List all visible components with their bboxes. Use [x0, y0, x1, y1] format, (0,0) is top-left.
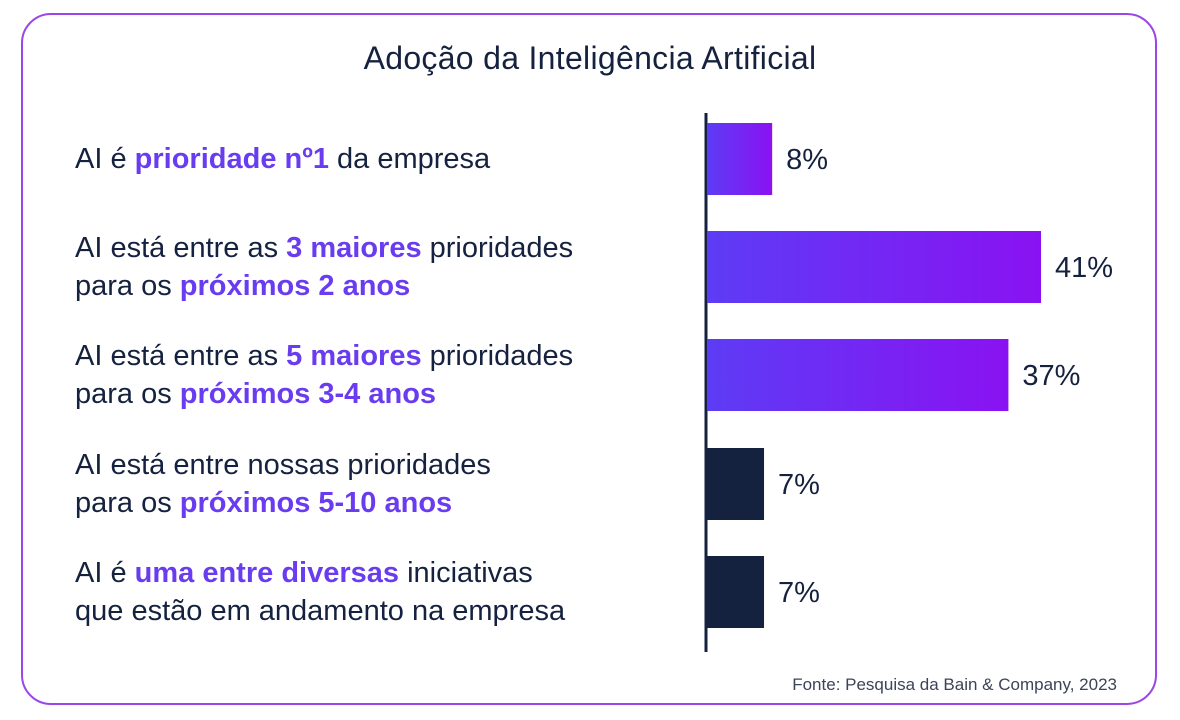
bar [707, 448, 765, 520]
label-text: iniciativas [399, 557, 533, 589]
bar [707, 339, 1009, 411]
highlight-text: próximos 2 anos [179, 270, 411, 302]
label-text: para os [75, 378, 180, 410]
chart-title: Adoção da Inteligência Artificial [363, 40, 817, 76]
value-label: 7% [778, 469, 820, 501]
value-label: 8% [786, 144, 828, 176]
value-label: 41% [1055, 252, 1113, 284]
label-text: AI está entre nossas prioridades [75, 449, 491, 481]
label-text: da empresa [328, 143, 491, 175]
label-text: que estão em andamento na empresa [75, 595, 566, 627]
category-label: AI está entre as 3 maiores prioridades pa… [75, 229, 685, 305]
value-label: 37% [1022, 360, 1080, 392]
bar [707, 231, 1041, 303]
highlight-text: prioridade nº1 [134, 143, 329, 175]
bar [707, 123, 773, 195]
highlight-text: próximos 5-10 anos [179, 487, 453, 519]
category-label: AI está entre as 5 maiores prioridades pa… [75, 337, 685, 413]
category-label: AI é prioridade nº1 da empresa [75, 140, 685, 178]
label-text: AI está entre as [75, 340, 287, 372]
highlight-text: 3 maiores [286, 232, 422, 264]
highlight-text: 5 maiores [286, 340, 422, 372]
highlight-text: uma entre diversas [134, 557, 400, 589]
category-label: AI está entre nossas prioridades para os … [75, 446, 685, 522]
label-text: AI é [75, 557, 135, 589]
label-text: AI é [75, 143, 135, 175]
highlight-text: próximos 3-4 anos [179, 378, 437, 410]
label-text: prioridades [421, 232, 574, 264]
label-text: AI está entre as [75, 232, 287, 264]
label-text: prioridades [421, 340, 574, 372]
value-label: 7% [778, 577, 820, 609]
label-text: para os [75, 487, 180, 519]
bar [707, 556, 765, 628]
source-note: Fonte: Pesquisa da Bain & Company, 2023 [792, 675, 1117, 694]
label-text: para os [75, 270, 180, 302]
category-label: AI é uma entre diversas iniciativas que e… [75, 554, 685, 630]
